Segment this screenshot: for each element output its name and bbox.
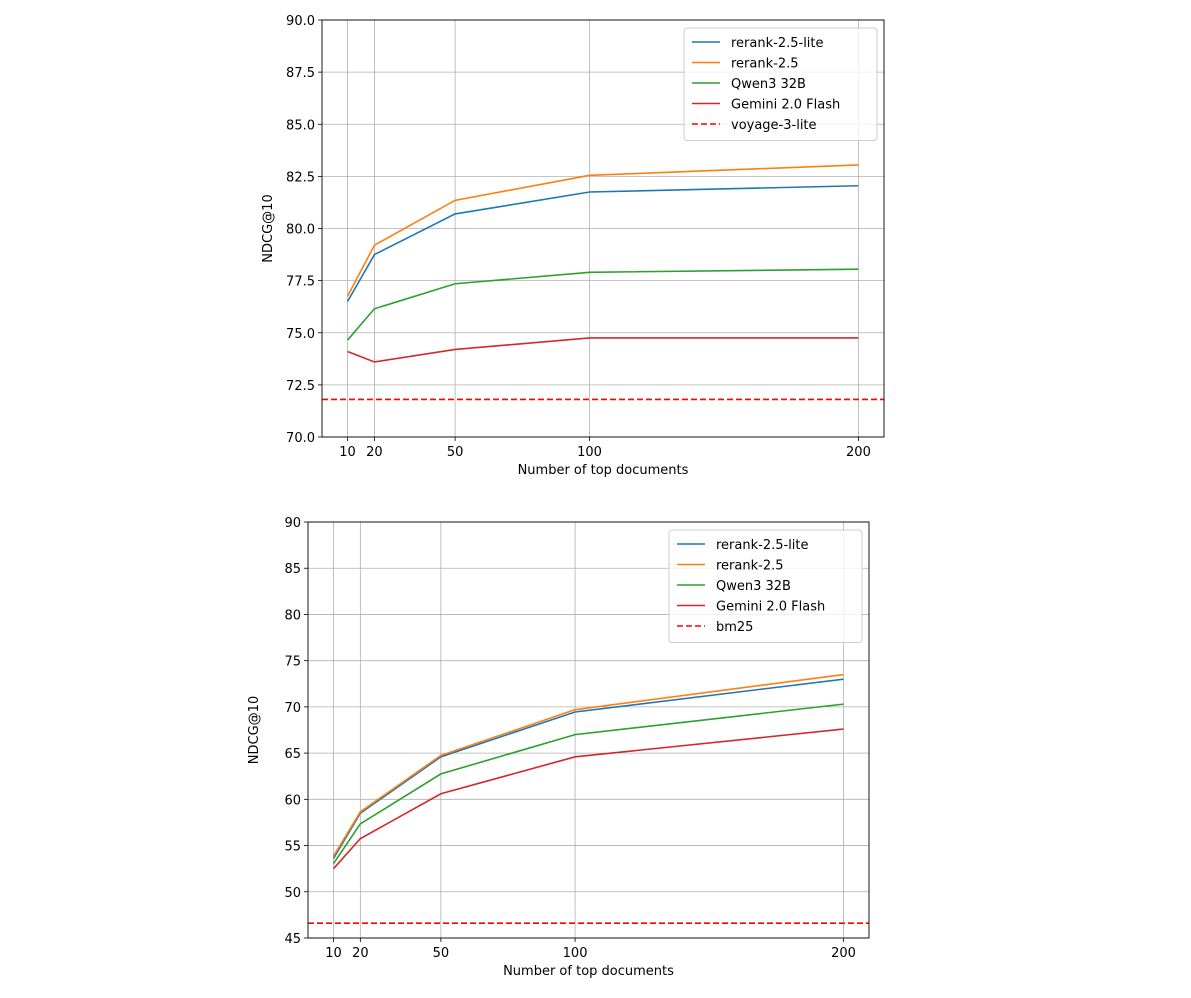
y-tick-label: 90 — [284, 516, 301, 531]
x-axis-label: Number of top documents — [503, 964, 674, 979]
x-tick-label: 200 — [846, 445, 871, 460]
legend-item: voyage-3-lite — [692, 118, 817, 133]
series-line-gemini-2-0-flash — [332, 728, 844, 870]
series-line-rerank-2-5 — [332, 673, 844, 857]
y-tick-label: 80.0 — [286, 223, 315, 238]
y-tick-label: 80 — [284, 608, 301, 623]
legend-label: rerank-2.5-lite — [731, 36, 824, 51]
axes-frame — [307, 521, 870, 939]
y-tick-label: 55 — [284, 840, 301, 855]
legend-item: Qwen3 32B — [692, 77, 806, 92]
legend-label: rerank-2.5 — [716, 559, 784, 574]
y-tick-label: 70.0 — [286, 431, 315, 446]
legend-item: rerank-2.5-lite — [677, 538, 809, 553]
y-tick-label: 50 — [284, 886, 301, 901]
y-tick-label: 45 — [284, 932, 301, 947]
y-axis-label: NDCG@10 — [247, 696, 262, 764]
x-axis-label: Number of top documents — [518, 463, 689, 478]
series-line-qwen3-32b — [332, 703, 844, 865]
series-line-rerank-2-5-lite — [346, 184, 859, 302]
y-tick-label: 75.0 — [286, 327, 315, 342]
legend-label: Qwen3 32B — [716, 579, 791, 594]
legend-box — [683, 27, 878, 141]
x-tick-label: 100 — [577, 445, 602, 460]
y-axis-label: NDCG@10 — [261, 194, 276, 262]
y-tick-label: 85 — [284, 562, 301, 577]
axes-frame — [321, 19, 885, 438]
legend-item: rerank-2.5-lite — [692, 36, 824, 51]
x-tick-label: 50 — [447, 445, 464, 460]
legend: rerank-2.5-lite rerank-2.5 Qwen3 32B Gemini… — [668, 529, 863, 643]
y-tick-label: 87.5 — [286, 66, 315, 81]
y-tick-label: 75 — [284, 655, 301, 670]
legend-label: Gemini 2.0 Flash — [716, 600, 825, 615]
chart-1: 10 20 50 100 200 70.0 72.5 75.0 77.5 80.0 82.5 85.0… — [261, 14, 885, 478]
y-tick-label: 85.0 — [286, 118, 315, 133]
x-tick-label: 20 — [366, 445, 383, 460]
x-tick-label: 20 — [352, 946, 369, 961]
series-line-qwen3-32b — [346, 268, 859, 341]
legend-item: Gemini 2.0 Flash — [692, 98, 840, 113]
series-line-rerank-2-5-lite — [332, 678, 844, 859]
series-line-gemini-2-0-flash — [347, 337, 859, 363]
y-tick-label: 72.5 — [286, 379, 315, 394]
legend-label: voyage-3-lite — [731, 118, 817, 133]
chart-2: 10 20 50 100 200 45 50 55 60 65 70 75 80 85 90 Number o… — [247, 516, 870, 979]
y-tick-label: 82.5 — [286, 170, 315, 185]
legend-item: Qwen3 32B — [677, 579, 791, 594]
x-tick-label: 10 — [325, 946, 342, 961]
y-tick-label: 90.0 — [286, 14, 315, 29]
legend-label: Gemini 2.0 Flash — [731, 98, 840, 113]
legend-item: bm25 — [677, 620, 753, 635]
legend-label: bm25 — [716, 620, 753, 635]
legend-label: rerank-2.5-lite — [716, 538, 809, 553]
x-tick-label: 200 — [831, 946, 856, 961]
series-line-rerank-2-5 — [346, 164, 859, 297]
legend-item: Gemini 2.0 Flash — [677, 600, 825, 615]
y-tick-label: 60 — [284, 793, 301, 808]
legend-box — [668, 529, 863, 643]
x-tick-label: 10 — [339, 445, 356, 460]
y-tick-label: 70 — [284, 701, 301, 716]
legend-label: Qwen3 32B — [731, 77, 806, 92]
legend-item: rerank-2.5 — [677, 559, 784, 574]
legend: rerank-2.5-lite rerank-2.5 Qwen3 32B Gemini… — [683, 27, 878, 141]
legend-label: rerank-2.5 — [731, 57, 799, 72]
y-tick-label: 65 — [284, 747, 301, 762]
legend-item: rerank-2.5 — [692, 57, 799, 72]
x-tick-label: 50 — [433, 946, 450, 961]
x-tick-label: 100 — [563, 946, 588, 961]
y-tick-label: 77.5 — [286, 275, 315, 290]
